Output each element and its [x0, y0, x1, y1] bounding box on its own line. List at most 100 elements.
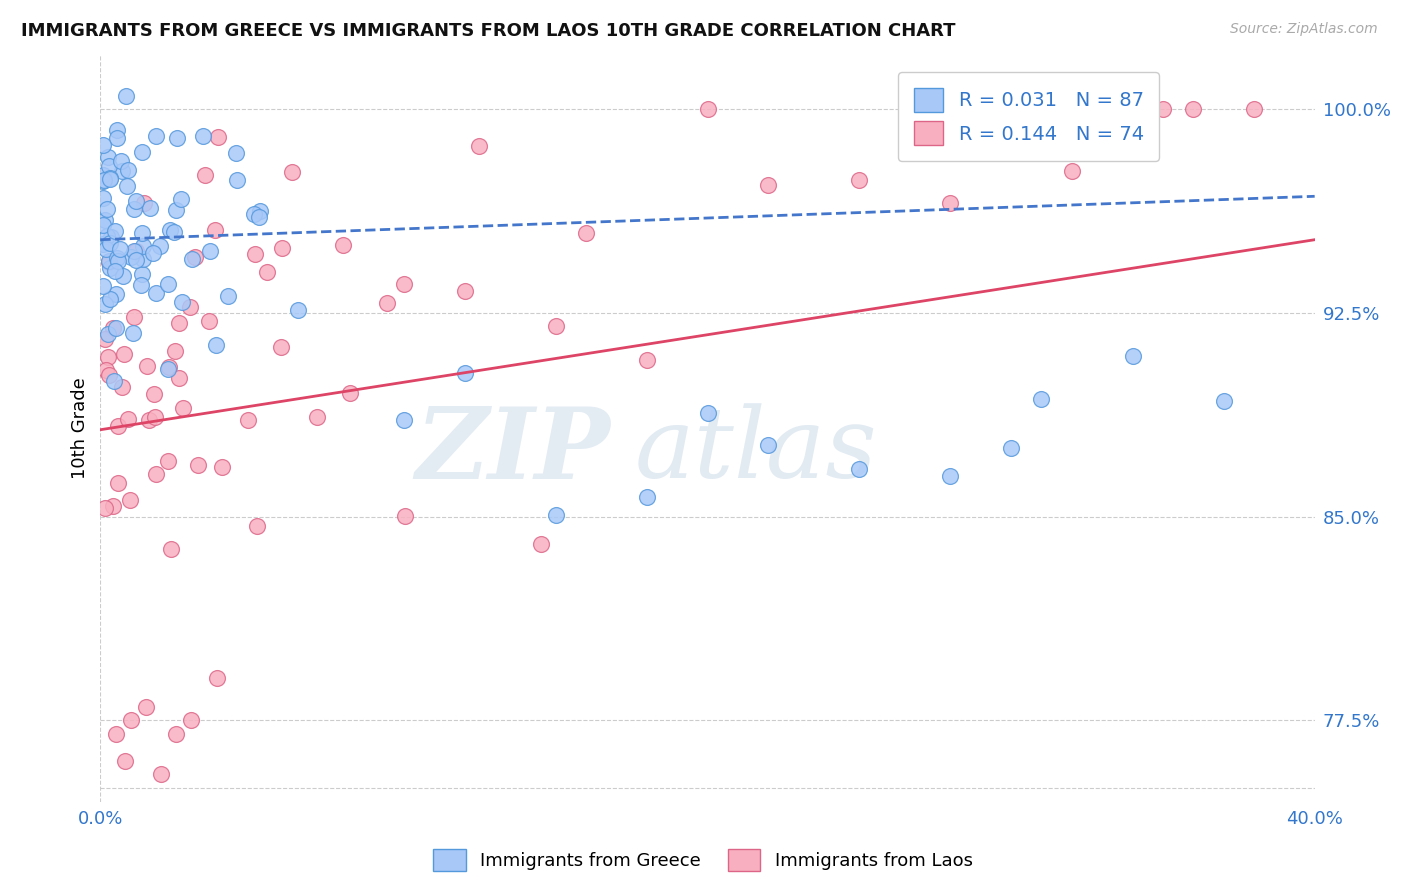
- Point: [93, 218, 115, 232]
- Point: [205, 338, 228, 352]
- Point: [156, 277, 179, 292]
- Point: [131, 145, 153, 159]
- Point: [544, 319, 567, 334]
- Point: [135, 699, 157, 714]
- Point: [104, 727, 127, 741]
- Point: [187, 458, 209, 473]
- Point: [848, 173, 870, 187]
- Text: Source: ZipAtlas.com: Source: ZipAtlas.com: [1230, 22, 1378, 37]
- Legend: Immigrants from Greece, Immigrants from Laos: Immigrants from Greece, Immigrants from …: [426, 842, 980, 879]
- Point: [332, 238, 354, 252]
- Point: [122, 244, 145, 259]
- Point: [194, 168, 217, 182]
- Point: [184, 251, 207, 265]
- Point: [181, 252, 204, 267]
- Point: [107, 475, 129, 490]
- Point: [756, 437, 779, 451]
- Point: [100, 260, 122, 275]
- Point: [394, 508, 416, 523]
- Point: [226, 173, 249, 187]
- Point: [100, 229, 122, 244]
- Point: [145, 409, 167, 424]
- Point: [453, 366, 475, 380]
- Point: [145, 129, 167, 144]
- Point: [339, 385, 361, 400]
- Point: [98, 159, 121, 173]
- Point: [468, 138, 491, 153]
- Point: [696, 407, 718, 421]
- Point: [111, 269, 134, 284]
- Point: [179, 300, 201, 314]
- Point: [142, 245, 165, 260]
- Point: [169, 371, 191, 385]
- Point: [132, 252, 155, 266]
- Point: [93, 138, 115, 153]
- Point: [101, 320, 124, 334]
- Point: [165, 203, 187, 218]
- Point: [125, 253, 148, 268]
- Point: [157, 360, 180, 375]
- Point: [163, 225, 186, 239]
- Point: [94, 212, 117, 227]
- Point: [271, 242, 294, 256]
- Point: [115, 178, 138, 193]
- Point: [756, 178, 779, 192]
- Point: [636, 353, 658, 368]
- Point: [247, 210, 270, 224]
- Point: [249, 204, 271, 219]
- Point: [281, 164, 304, 178]
- Point: [120, 713, 142, 727]
- Point: [111, 380, 134, 394]
- Point: [98, 368, 121, 383]
- Point: [170, 295, 193, 310]
- Point: [287, 302, 309, 317]
- Point: [238, 412, 260, 426]
- Point: [98, 292, 121, 306]
- Point: [157, 361, 180, 376]
- Point: [97, 350, 120, 364]
- Point: [97, 150, 120, 164]
- Point: [129, 278, 152, 293]
- Point: [159, 223, 181, 237]
- Point: [93, 236, 115, 251]
- Point: [696, 103, 718, 117]
- Point: [122, 326, 145, 340]
- Point: [117, 411, 139, 425]
- Point: [1031, 392, 1053, 406]
- Text: ZIP: ZIP: [415, 402, 610, 499]
- Point: [211, 459, 233, 474]
- Point: [105, 131, 128, 145]
- Point: [101, 499, 124, 513]
- Point: [105, 123, 128, 137]
- Point: [636, 490, 658, 504]
- Point: [125, 194, 148, 208]
- Point: [1152, 103, 1174, 117]
- Point: [197, 314, 219, 328]
- Point: [217, 288, 239, 302]
- Point: [120, 493, 142, 508]
- Point: [145, 467, 167, 482]
- Point: [1243, 103, 1265, 117]
- Point: [105, 321, 128, 335]
- Point: [243, 207, 266, 221]
- Point: [939, 468, 962, 483]
- Point: [104, 224, 127, 238]
- Point: [117, 163, 139, 178]
- Point: [225, 146, 247, 161]
- Point: [848, 461, 870, 475]
- Text: IMMIGRANTS FROM GREECE VS IMMIGRANTS FROM LAOS 10TH GRADE CORRELATION CHART: IMMIGRANTS FROM GREECE VS IMMIGRANTS FRO…: [21, 22, 956, 40]
- Point: [125, 244, 148, 259]
- Point: [96, 228, 118, 243]
- Point: [111, 164, 134, 178]
- Point: [105, 252, 128, 266]
- Point: [115, 88, 138, 103]
- Point: [207, 672, 229, 686]
- Point: [160, 541, 183, 556]
- Point: [149, 238, 172, 252]
- Point: [100, 172, 122, 186]
- Point: [107, 254, 129, 268]
- Point: [138, 412, 160, 426]
- Point: [131, 267, 153, 281]
- Point: [97, 253, 120, 268]
- Point: [165, 727, 187, 741]
